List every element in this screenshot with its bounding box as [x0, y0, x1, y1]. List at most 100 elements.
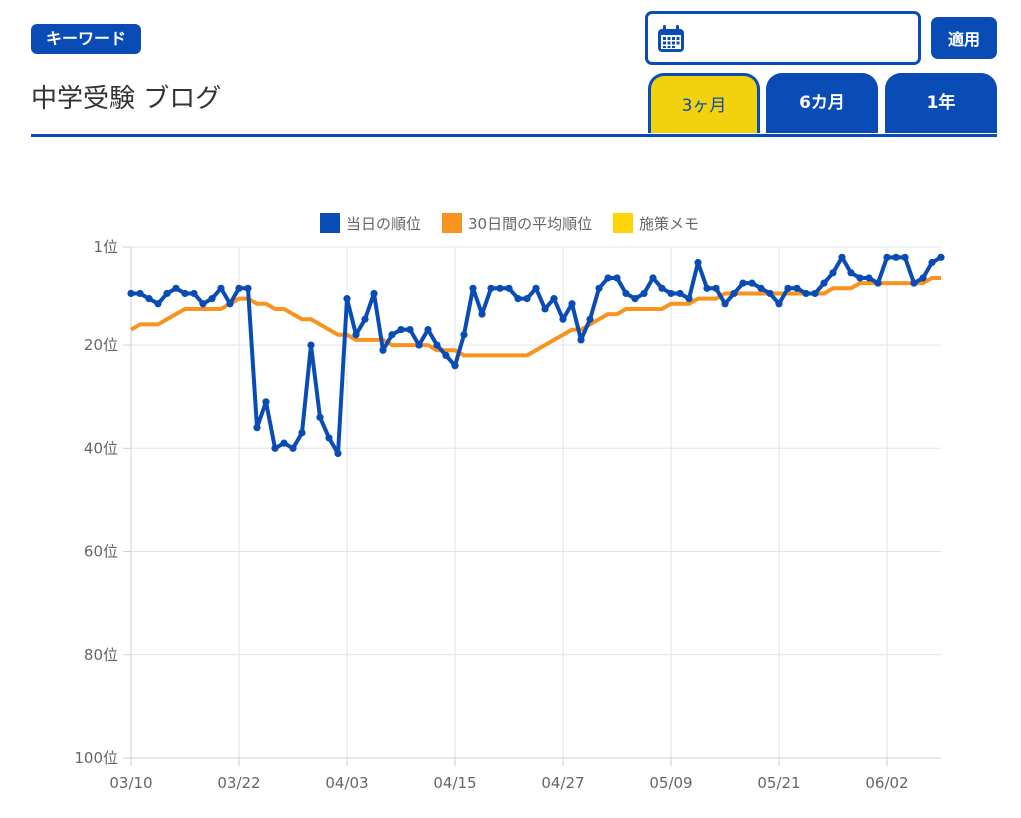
daily-rank-point	[631, 295, 639, 303]
keyword-badge: キーワード	[31, 24, 141, 54]
daily-rank-point	[775, 300, 783, 308]
x-tick-label: 05/09	[649, 774, 692, 792]
daily-rank-point	[253, 424, 261, 432]
legend-swatch	[442, 213, 462, 233]
daily-rank-point	[145, 295, 153, 303]
daily-rank-point	[883, 253, 891, 261]
date-range-input[interactable]	[692, 22, 916, 56]
y-tick-label: 80位	[84, 646, 118, 664]
page-title: 中学受験 ブログ	[31, 84, 222, 114]
daily-rank-point	[244, 284, 252, 292]
daily-rank-point	[604, 274, 612, 282]
x-tick-label: 04/03	[325, 774, 368, 792]
y-tick-label: 20位	[84, 336, 118, 354]
daily-rank-point	[829, 269, 837, 277]
daily-rank-point	[919, 274, 927, 282]
legend-label: 30日間の平均順位	[468, 215, 592, 233]
y-tick-label: 1位	[93, 238, 118, 256]
daily-rank-point	[388, 331, 396, 339]
legend-label: 当日の順位	[346, 215, 421, 233]
daily-rank-point	[766, 289, 774, 298]
daily-rank-point	[892, 253, 900, 261]
daily-rank-point	[685, 295, 693, 303]
daily-rank-point	[442, 351, 450, 359]
daily-rank-point	[568, 300, 576, 308]
daily-rank-point	[658, 284, 666, 292]
apply-button[interactable]: 適用	[931, 17, 997, 59]
x-tick-label: 06/02	[865, 774, 908, 792]
daily-rank-point	[748, 279, 756, 287]
calendar-icon[interactable]	[656, 24, 686, 54]
daily-rank-point	[694, 258, 702, 267]
daily-rank-point	[847, 269, 855, 277]
daily-rank-point	[325, 434, 333, 442]
daily-rank-point	[838, 253, 846, 261]
daily-rank-point	[415, 341, 423, 349]
daily-rank-point	[784, 284, 792, 292]
daily-rank-point	[190, 289, 198, 298]
daily-rank-point	[163, 289, 171, 298]
daily-rank-point	[550, 295, 558, 303]
tab-1-year[interactable]: 1年	[885, 73, 997, 133]
daily-rank-point	[865, 274, 873, 282]
daily-rank-point	[289, 444, 297, 452]
daily-rank-point	[937, 253, 945, 261]
daily-rank-point	[136, 289, 144, 298]
y-tick-label: 60位	[84, 543, 118, 561]
daily-rank-point	[433, 341, 441, 349]
ranking-chart-svg: 1位 20位 40位 60位 80位 100位 03/10 03/22 04/03 04/15 04…	[74, 213, 945, 792]
daily-rank-point	[154, 300, 162, 308]
daily-rank-point	[271, 444, 279, 452]
daily-rank-point	[541, 305, 549, 313]
daily-rank-point	[208, 295, 216, 303]
tab-3-months[interactable]: 3ヶ月	[648, 73, 760, 133]
daily-rank-point	[370, 289, 378, 298]
daily-rank-point	[298, 429, 306, 437]
daily-rank-point	[667, 289, 675, 298]
daily-rank-point	[280, 439, 288, 447]
daily-rank-point	[649, 274, 657, 282]
daily-rank-point	[343, 295, 351, 303]
x-tick-label: 04/27	[541, 774, 584, 792]
x-tick-label: 04/15	[433, 774, 476, 792]
legend-swatch	[320, 213, 340, 233]
daily-rank-point	[901, 253, 909, 261]
daily-rank-point	[577, 336, 585, 344]
daily-rank-point	[676, 289, 684, 298]
daily-rank-point	[928, 258, 936, 267]
daily-rank-point	[910, 279, 918, 287]
title-divider	[31, 134, 997, 137]
daily-rank-point	[226, 300, 234, 308]
daily-rank-point	[172, 284, 180, 292]
daily-rank-point	[469, 284, 477, 292]
daily-rank-point	[307, 341, 315, 349]
daily-rank-point	[811, 289, 819, 298]
legend-label: 施策メモ	[639, 215, 699, 233]
daily-rank-point	[622, 289, 630, 298]
y-tick-label: 100位	[74, 749, 118, 767]
daily-rank-point	[334, 449, 342, 458]
legend-swatch	[613, 213, 633, 233]
daily-rank-point	[802, 289, 810, 298]
daily-rank-point	[487, 284, 495, 292]
daily-rank-point	[478, 310, 486, 318]
daily-rank-point	[397, 325, 405, 334]
daily-rank-point	[739, 279, 747, 287]
daily-rank-point	[712, 284, 720, 292]
date-range-field[interactable]	[645, 11, 921, 65]
daily-rank-point	[451, 362, 459, 370]
daily-rank-point	[181, 289, 189, 298]
daily-rank-point	[505, 284, 513, 292]
daily-rank-point	[316, 413, 324, 421]
daily-rank-point	[361, 315, 369, 323]
daily-rank-point	[856, 274, 864, 282]
daily-rank-point	[460, 331, 468, 339]
ranking-chart: 1位 20位 40位 60位 80位 100位 03/10 03/22 04/03 04/15 04…	[0, 200, 1021, 818]
x-tick-label: 03/22	[217, 774, 260, 792]
tab-6-months[interactable]: 6カ月	[766, 73, 878, 133]
daily-rank-point	[514, 295, 522, 303]
daily-rank-point	[235, 284, 243, 292]
daily-rank-point	[703, 284, 711, 292]
daily-rank-point	[406, 325, 414, 334]
daily-rank-point	[613, 274, 621, 282]
